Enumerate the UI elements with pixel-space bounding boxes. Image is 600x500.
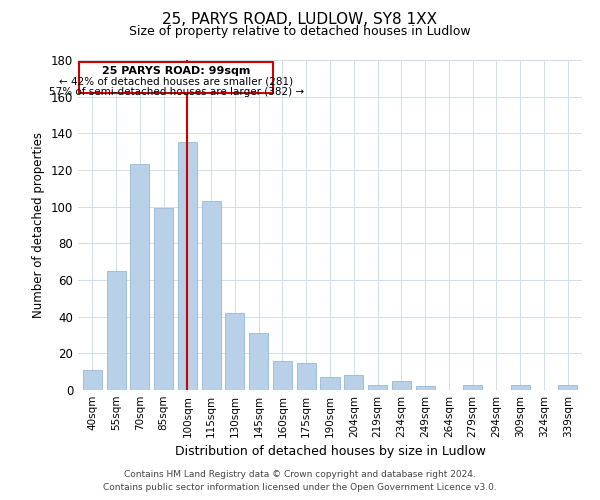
Bar xyxy=(107,271,125,390)
Bar xyxy=(511,384,530,390)
Bar xyxy=(463,384,482,390)
Bar xyxy=(226,313,244,390)
Text: 25 PARYS ROAD: 99sqm: 25 PARYS ROAD: 99sqm xyxy=(102,66,250,76)
Text: ← 42% of detached houses are smaller (281): ← 42% of detached houses are smaller (28… xyxy=(59,76,293,86)
Y-axis label: Number of detached properties: Number of detached properties xyxy=(32,132,45,318)
Bar xyxy=(130,164,149,390)
Bar xyxy=(392,381,411,390)
Text: 57% of semi-detached houses are larger (382) →: 57% of semi-detached houses are larger (… xyxy=(49,86,304,97)
Bar xyxy=(320,377,340,390)
Bar xyxy=(178,142,197,390)
Bar xyxy=(79,62,273,93)
Text: 25, PARYS ROAD, LUDLOW, SY8 1XX: 25, PARYS ROAD, LUDLOW, SY8 1XX xyxy=(163,12,437,28)
Text: Size of property relative to detached houses in Ludlow: Size of property relative to detached ho… xyxy=(129,25,471,38)
Bar xyxy=(558,384,577,390)
Text: Contains HM Land Registry data © Crown copyright and database right 2024.
Contai: Contains HM Land Registry data © Crown c… xyxy=(103,470,497,492)
Bar xyxy=(273,360,292,390)
Bar xyxy=(154,208,173,390)
Bar xyxy=(202,201,221,390)
Bar xyxy=(249,333,268,390)
X-axis label: Distribution of detached houses by size in Ludlow: Distribution of detached houses by size … xyxy=(175,446,485,458)
Bar xyxy=(297,362,316,390)
Bar xyxy=(83,370,102,390)
Bar xyxy=(368,384,387,390)
Bar xyxy=(344,376,363,390)
Bar xyxy=(416,386,434,390)
